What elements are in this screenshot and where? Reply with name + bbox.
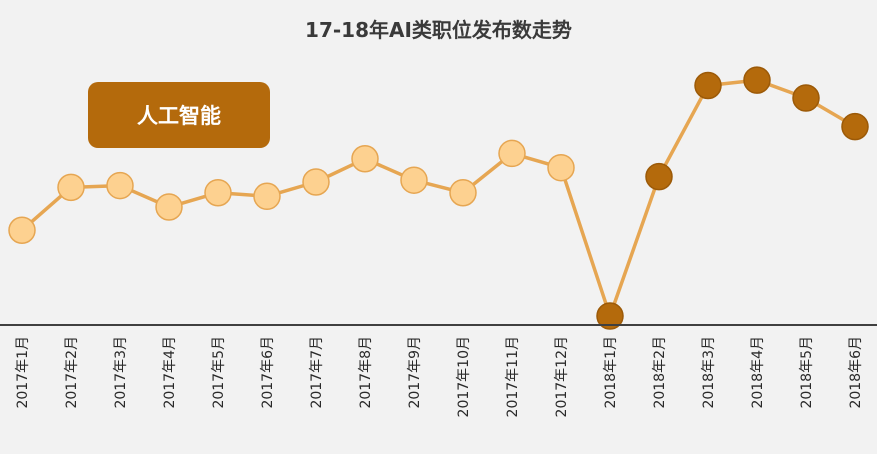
data-point (155, 193, 183, 221)
series-line-segment (657, 83, 710, 179)
data-point (694, 71, 722, 100)
x-tick-label: 2017年5月 (211, 336, 227, 409)
data-point (253, 182, 281, 211)
x-tick-label: 2018年3月 (701, 336, 717, 409)
data-point (792, 84, 820, 112)
series-line-segment (608, 174, 661, 318)
line-layer (20, 78, 857, 318)
chart-title: 17-18年AI类职位发布数走势 (305, 18, 572, 42)
x-tick-label: 2017年9月 (407, 336, 423, 409)
data-point (498, 139, 526, 168)
x-tick-label: 2018年4月 (750, 336, 766, 409)
data-point (351, 145, 379, 173)
x-tick-label: 2017年3月 (113, 336, 129, 409)
data-point (449, 178, 477, 207)
data-point (204, 178, 232, 207)
series-badge: 人工智能 (88, 82, 270, 148)
x-tick-label: 2017年2月 (64, 336, 80, 409)
x-tick-label: 2018年6月 (848, 336, 864, 409)
x-tick-label: 2017年6月 (260, 336, 276, 409)
data-point (547, 153, 575, 182)
data-point (596, 302, 624, 330)
data-point (8, 216, 36, 244)
data-point (743, 66, 771, 94)
data-point (302, 168, 330, 196)
x-tick-label: 2017年12月 (554, 336, 570, 417)
data-point (841, 112, 869, 141)
point-layer (8, 66, 869, 330)
data-point (400, 166, 428, 194)
x-tick-label: 2018年1月 (603, 336, 619, 409)
x-tick-label: 2017年4月 (162, 336, 178, 409)
x-tick-label: 2018年5月 (799, 336, 815, 409)
x-tick-label: 2017年8月 (358, 336, 374, 409)
data-point (57, 173, 85, 202)
x-tick-label: 2017年11月 (505, 336, 521, 417)
x-tick-label: 2017年10月 (456, 336, 472, 417)
x-tick-label: 2017年1月 (15, 336, 31, 409)
data-point (106, 171, 134, 200)
x-tick-label: 2017年7月 (309, 336, 325, 409)
x-tick-labels: 2017年1月 2017年2月 2017年3月 2017年4月 2017年5月 2017年… (15, 336, 864, 417)
x-tick-label: 2018年2月 (652, 336, 668, 409)
data-point (645, 162, 673, 191)
series-line-segment (559, 165, 612, 318)
